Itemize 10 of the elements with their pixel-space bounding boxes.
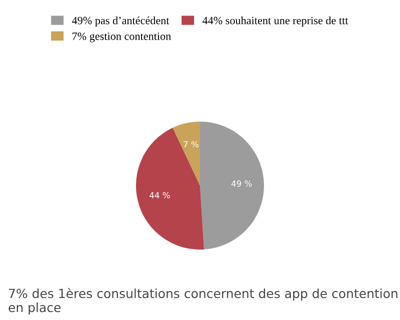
legend-label: 49% pas d’antécédent bbox=[72, 16, 170, 27]
legend-label: 7% gestion contention bbox=[72, 32, 171, 42]
pie-slice bbox=[172, 122, 200, 186]
pie-slice bbox=[136, 128, 204, 250]
legend-label: 44% souhaitent une reprise de ttt bbox=[202, 16, 348, 27]
data-label: 44 % bbox=[150, 192, 170, 198]
pie-slice bbox=[200, 122, 264, 250]
data-label: 49 % bbox=[231, 180, 252, 187]
data-label: 7 % bbox=[184, 141, 198, 148]
text: 7% des 1ères consultations concernent des app de contention en place bbox=[8, 288, 398, 315]
